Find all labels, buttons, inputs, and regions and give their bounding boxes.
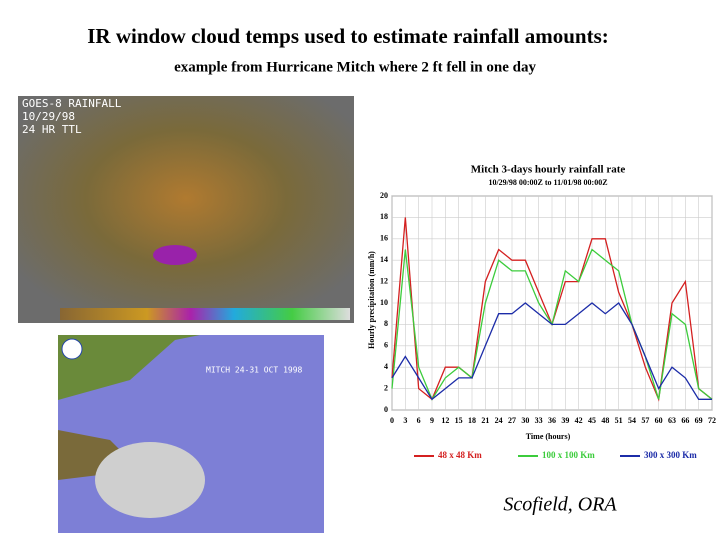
satellite-image: MITCH 24-31 OCT 1998: [58, 335, 324, 533]
y-tick-label: 4: [384, 362, 388, 371]
x-tick-label: 66: [681, 416, 689, 425]
credit: Scofield, ORA: [503, 494, 617, 516]
x-tick-label: 12: [441, 416, 449, 425]
x-tick-label: 69: [695, 416, 703, 425]
x-tick-label: 54: [628, 416, 636, 425]
x-tick-label: 24: [495, 416, 503, 425]
image-label: 24 HR TTL: [22, 123, 82, 136]
x-tick-label: 6: [417, 416, 421, 425]
image-label: MITCH 24-31 OCT 1998: [206, 366, 303, 375]
legend-label: 48 x 48 Km: [438, 450, 482, 460]
y-tick-label: 20: [380, 191, 388, 200]
y-tick-label: 14: [380, 255, 388, 264]
y-tick-label: 16: [380, 234, 388, 243]
x-tick-label: 3: [403, 416, 407, 425]
y-tick-label: 18: [380, 212, 388, 221]
series-line: [391, 302, 712, 401]
x-axis-label: Time (hours): [526, 432, 571, 441]
x-tick-label: 51: [615, 416, 623, 425]
x-tick-label: 42: [575, 416, 583, 425]
x-tick-label: 60: [655, 416, 663, 425]
x-tick-label: 9: [430, 416, 434, 425]
y-tick-label: 10: [380, 298, 388, 307]
x-tick-label: 21: [481, 416, 489, 425]
legend-label: 300 x 300 Km: [644, 450, 697, 460]
x-tick-label: 18: [468, 416, 476, 425]
x-tick-label: 63: [668, 416, 676, 425]
legend-label: 100 x 100 Km: [542, 450, 595, 460]
chart-subtitle: 10/29/98 00:00Z to 11/01/98 00:00Z: [488, 178, 607, 187]
x-tick-label: 39: [561, 416, 569, 425]
y-tick-label: 6: [384, 341, 388, 350]
y-tick-label: 0: [384, 405, 388, 414]
y-tick-label: 12: [380, 276, 388, 285]
x-tick-label: 30: [521, 416, 529, 425]
rainfall-image: GOES-8 RAINFALL 10/29/98 24 HR TTL: [18, 96, 354, 323]
x-tick-label: 57: [641, 416, 649, 425]
x-tick-label: 72: [708, 416, 716, 425]
x-tick-label: 0: [390, 416, 394, 425]
y-axis-label: Hourly precipitation (mm/h): [367, 251, 376, 349]
chart-title: Mitch 3-days hourly rainfall rate: [471, 164, 626, 176]
y-tick-label: 8: [384, 319, 388, 328]
slide-subtitle: example from Hurricane Mitch where 2 ft …: [174, 59, 536, 75]
x-tick-label: 45: [588, 416, 596, 425]
x-tick-label: 48: [601, 416, 609, 425]
x-tick-label: 27: [508, 416, 516, 425]
image-label: 10/29/98: [22, 110, 75, 123]
x-tick-label: 15: [455, 416, 463, 425]
y-tick-label: 2: [384, 383, 388, 392]
slide-title: IR window cloud temps used to estimate r…: [87, 24, 609, 48]
x-tick-label: 36: [548, 416, 556, 425]
image-label: GOES-8 RAINFALL: [22, 97, 122, 110]
x-tick-label: 33: [535, 416, 543, 425]
